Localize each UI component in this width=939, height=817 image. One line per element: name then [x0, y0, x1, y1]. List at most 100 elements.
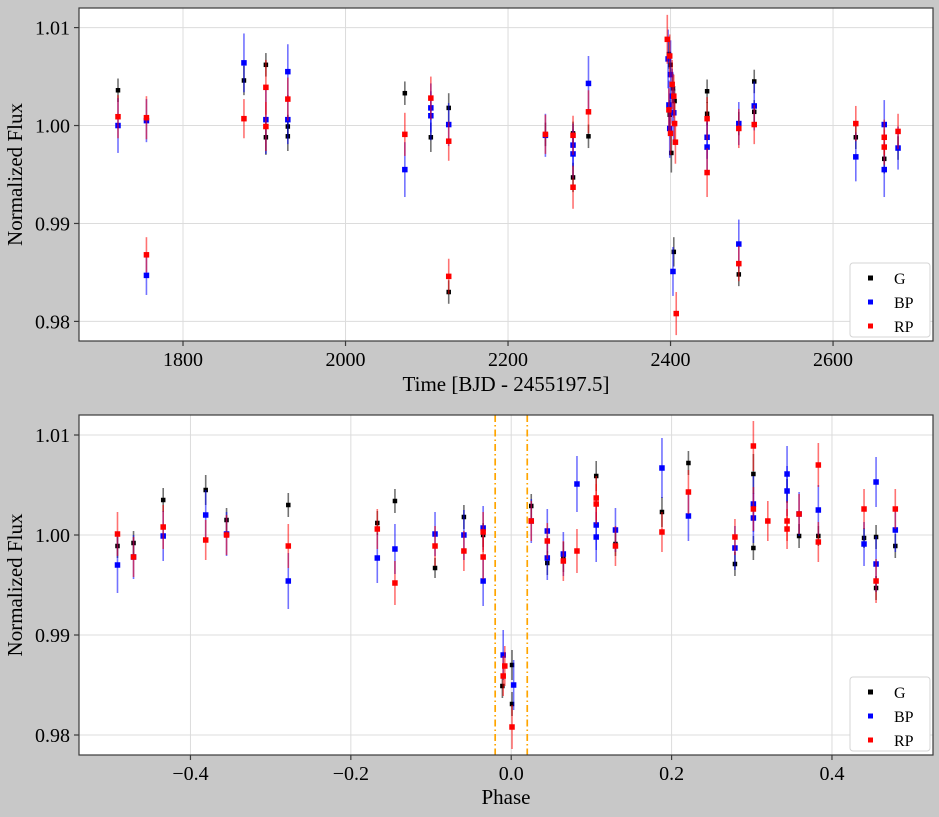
data-point-RP: [765, 518, 771, 524]
data-point-BP: [285, 578, 292, 584]
data-point-RP: [659, 529, 665, 535]
data-point-RP: [500, 673, 506, 679]
data-point-RP: [861, 506, 867, 512]
data-point-RP: [160, 524, 166, 530]
data-point-RP: [685, 489, 692, 495]
data-point-RP: [480, 529, 486, 535]
data-point-BP: [873, 479, 879, 485]
data-point-RP: [784, 526, 790, 532]
data-point-G: [432, 565, 438, 571]
legend-label-BP: BP: [894, 295, 914, 312]
x-tick-label: 1800: [163, 349, 203, 371]
legend: G BP RP: [849, 262, 931, 338]
data-point-RP: [671, 120, 678, 127]
data-point-RP: [402, 131, 408, 138]
data-point-RP: [528, 518, 535, 524]
data-point-RP: [750, 443, 757, 449]
data-point-BP: [585, 80, 592, 87]
data-point-RP: [392, 580, 398, 586]
data-point-RP: [432, 543, 438, 549]
data-point-RP: [881, 144, 887, 150]
data-point-BP: [593, 534, 599, 540]
data-point-RP: [892, 506, 899, 512]
x-axis-label: Time [BJD - 2455197.5]: [403, 372, 610, 396]
data-point-RP: [667, 130, 674, 137]
data-point-RP: [815, 462, 822, 468]
data-point-RP: [143, 252, 150, 258]
data-point-RP: [873, 578, 879, 584]
data-point-RP: [202, 537, 209, 543]
series-RP: [114, 421, 899, 749]
data-point-G: [500, 683, 505, 689]
legend-label-G: G: [894, 271, 906, 288]
legend-label-G: G: [894, 685, 906, 702]
data-point-RP: [130, 554, 137, 560]
legend-box: [849, 262, 931, 338]
data-point-BP: [659, 465, 665, 471]
data-point-RP: [750, 506, 757, 512]
data-point-RP: [285, 96, 291, 102]
legend-label-RP: RP: [894, 733, 914, 750]
data-point-RP: [585, 109, 592, 115]
data-point-RP: [445, 138, 452, 144]
legend-label-BP: BP: [894, 709, 914, 726]
data-point-G: [669, 150, 674, 156]
data-point-BP: [853, 154, 859, 160]
data-point-BP: [670, 268, 676, 275]
data-point-G: [672, 98, 677, 104]
panel-time: 1800 2000 2200 2400 2600 0.98 0.99 1.00 1.01 Time…: [3, 7, 934, 396]
data-point-RP: [673, 310, 679, 317]
legend-marker-BP: [868, 713, 873, 719]
x-tick-label: 2200: [488, 349, 528, 371]
y-axis-label: Normalized Flux: [3, 513, 27, 656]
x-tick-label: 2600: [813, 349, 853, 371]
legend-marker-RP: [868, 323, 873, 329]
data-point-G: [160, 497, 166, 503]
y-tick-label: 1.01: [35, 18, 70, 40]
y-axis-label: Normalized Flux: [3, 103, 27, 246]
data-point-G: [115, 88, 121, 93]
data-point-G: [704, 89, 710, 94]
data-point-BP: [685, 513, 692, 519]
data-point-RP: [285, 543, 292, 549]
x-tick-label: 2000: [326, 349, 366, 371]
y-tick-label: 1.00: [35, 116, 70, 138]
data-point-BP: [574, 481, 580, 487]
axes-frame: [78, 7, 934, 342]
data-point-RP: [241, 115, 247, 122]
data-point-RP: [570, 184, 576, 190]
data-point-RP: [544, 538, 551, 544]
data-point-RP: [736, 260, 742, 267]
data-point-BP: [241, 60, 247, 66]
data-point-G: [402, 90, 408, 96]
data-point-RP: [796, 511, 802, 517]
series-RP: [115, 14, 901, 336]
legend: G BP RP: [849, 676, 931, 752]
data-point-BP: [665, 56, 671, 62]
data-point-RP: [428, 95, 434, 101]
data-point-BP: [861, 541, 867, 547]
data-point-RP: [374, 526, 381, 532]
y-tick-label: 0.98: [35, 311, 70, 333]
data-point-BP: [666, 125, 673, 132]
panel-phase: −0.4 −0.2 0.0 0.2 0.4 0.98 0.99 1.00 1.01 Phase No…: [3, 414, 934, 809]
axes-frame: [78, 414, 934, 756]
data-point-RP: [115, 113, 121, 120]
x-tick-label: −0.2: [333, 763, 369, 785]
data-point-BP: [815, 507, 822, 513]
x-tick-label: 0.2: [659, 763, 684, 785]
data-point-RP: [542, 131, 549, 138]
data-point-BP: [114, 562, 121, 568]
data-point-RP: [815, 539, 822, 545]
data-point-G: [751, 471, 756, 477]
y-tick-label: 0.98: [35, 725, 70, 747]
x-tick-label: 0.4: [819, 763, 844, 785]
data-point-RP: [666, 53, 673, 59]
x-tick-label: 2400: [651, 349, 691, 371]
data-point-G: [751, 545, 756, 551]
data-point-RP: [751, 121, 757, 128]
data-point-RP: [593, 501, 599, 507]
data-point-RP: [461, 548, 467, 554]
legend-marker-RP: [868, 737, 873, 743]
